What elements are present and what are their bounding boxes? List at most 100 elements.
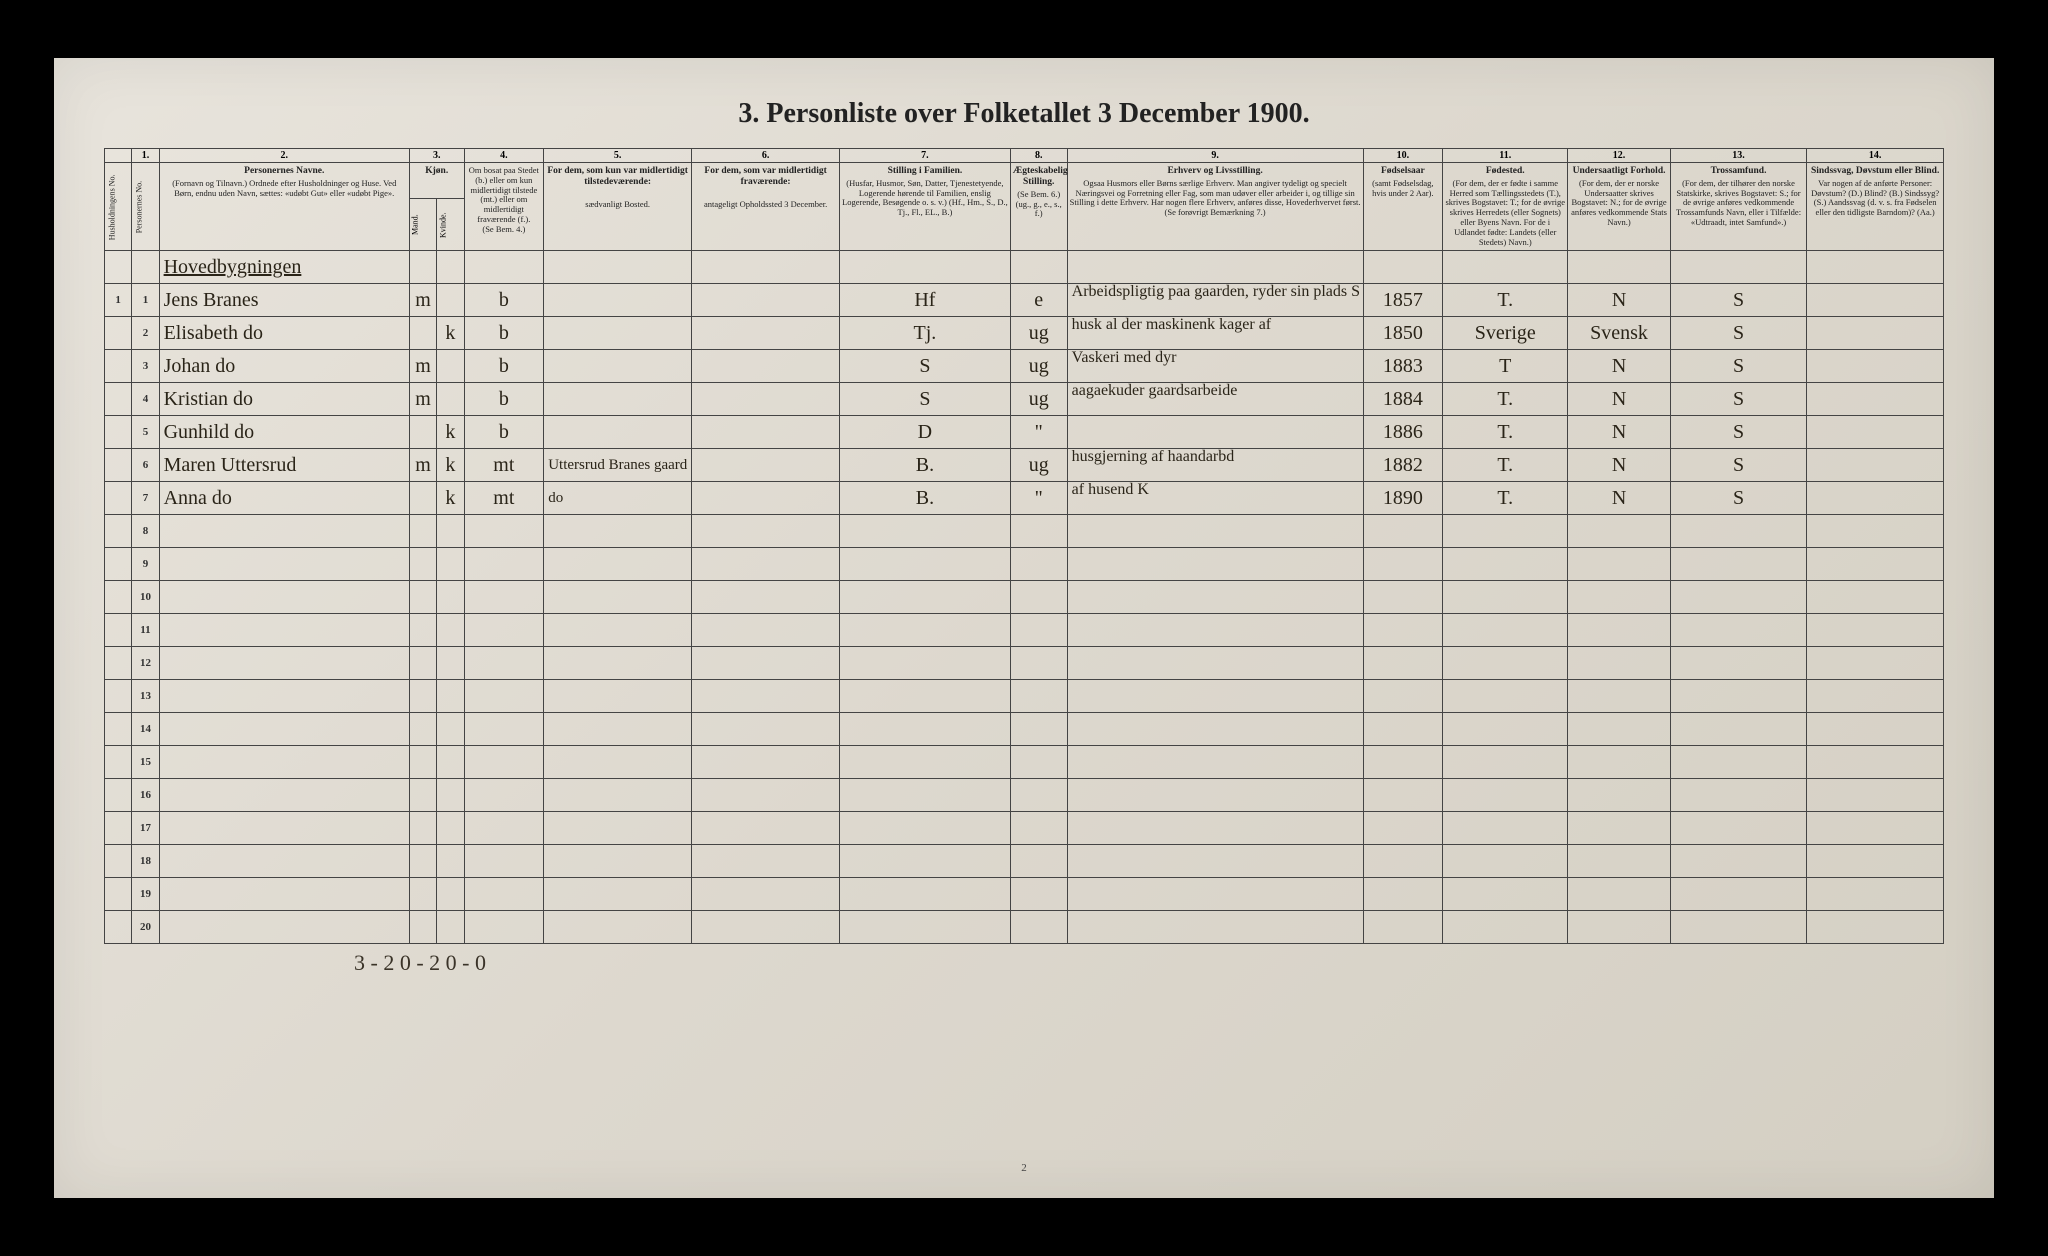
table-row-empty: 14 (105, 713, 1944, 746)
data-body: Hovedbygningen 1 1 Jens Branes m b Hf e … (105, 251, 1944, 944)
cell-residence: b (464, 317, 544, 350)
cell-person-no: 14 (132, 713, 159, 746)
page-wrap: 3. Personliste over Folketallet 3 Decemb… (0, 0, 2048, 1256)
cell-person-no: 11 (132, 614, 159, 647)
colnum-cell: 5. (544, 149, 692, 163)
table-row: 3 Johan do m b S ug Vaskeri med dyr 1883… (105, 350, 1944, 383)
cell-person-no: 6 (132, 449, 159, 482)
hdr-sex-m: Mand. (409, 199, 436, 251)
cell-temp-absent (692, 383, 840, 416)
cell-disability (1807, 416, 1944, 449)
table-row: 7 Anna do k mt do B. " af husend K 1890 … (105, 482, 1944, 515)
cell-hh (105, 317, 132, 350)
hdr-names: Personernes Navne.(Fornavn og Tilnavn.) … (159, 163, 409, 251)
colnum-cell: 11. (1443, 149, 1568, 163)
cell-birthyear: 1883 (1363, 350, 1443, 383)
cell-occupation: husgjerning af haandarbd (1067, 449, 1363, 482)
table-row-empty: 17 (105, 812, 1944, 845)
cell-temp-absent (692, 317, 840, 350)
hdr-temp-present: For dem, som kun var midlertidigt tilste… (544, 163, 692, 251)
colnum-cell: 9. (1067, 149, 1363, 163)
hdr-birthyear: Fødselsaar(samt Fødselsdag, hvis under 2… (1363, 163, 1443, 251)
cell-occupation: Arbeidspligtig paa gaarden, ryder sin pl… (1067, 284, 1363, 317)
cell-family-pos: B. (840, 482, 1011, 515)
cell-name: Johan do (159, 350, 409, 383)
cell-sex-m: m (409, 284, 436, 317)
cell-person-no: 20 (132, 911, 159, 944)
cell-temp-absent (692, 350, 840, 383)
hdr-marital: Ægteskabelig Stilling.(Se Bem. 6.) (ug.,… (1010, 163, 1067, 251)
cell-name: Maren Uttersrud (159, 449, 409, 482)
table-row-empty: 16 (105, 779, 1944, 812)
cell-nationality: N (1568, 350, 1670, 383)
hdr-birthplace: Fødested.(For dem, der er fødte i samme … (1443, 163, 1568, 251)
cell-person-no: 2 (132, 317, 159, 350)
cell-family-pos: Hf (840, 284, 1011, 317)
table-row: 5 Gunhild do k b D " 1886 T. N S (105, 416, 1944, 449)
cell-sex-k: k (437, 416, 464, 449)
cell-family-pos: B. (840, 449, 1011, 482)
cell-residence: mt (464, 482, 544, 515)
cell-marital: " (1010, 416, 1067, 449)
table-row-empty: 8 (105, 515, 1944, 548)
cell-person-no: 1 (132, 284, 159, 317)
cell-temp-present (544, 416, 692, 449)
cell-birthplace: T. (1443, 416, 1568, 449)
cell-birthplace: T. (1443, 449, 1568, 482)
cell-sex-m (409, 317, 436, 350)
colnum-cell: 10. (1363, 149, 1443, 163)
table-row-empty: 13 (105, 680, 1944, 713)
cell-hh (105, 383, 132, 416)
cell-person-no: 17 (132, 812, 159, 845)
cell-temp-absent (692, 416, 840, 449)
table-row-empty: 10 (105, 581, 1944, 614)
table-row: 4 Kristian do m b S ug aagaekuder gaards… (105, 383, 1944, 416)
cell-faith: S (1670, 449, 1807, 482)
cell-person-no: 7 (132, 482, 159, 515)
column-number-row: 1.2.3.4.5.6.7.8.9.10.11.12.13.14. (105, 149, 1944, 163)
cell-sex-m (409, 482, 436, 515)
table-row: 6 Maren Uttersrud m k mt Uttersrud Brane… (105, 449, 1944, 482)
cell-disability (1807, 284, 1944, 317)
cell-birthyear: 1890 (1363, 482, 1443, 515)
cell-birthyear: 1884 (1363, 383, 1443, 416)
table-row-empty: 12 (105, 647, 1944, 680)
colnum-cell: 6. (692, 149, 840, 163)
hdr-residence: Om bosat paa Stedet (b.) eller om kun mi… (464, 163, 544, 251)
cell-faith: S (1670, 482, 1807, 515)
cell-occupation: Vaskeri med dyr (1067, 350, 1363, 383)
cell-name: Kristian do (159, 383, 409, 416)
cell-sex-m: m (409, 350, 436, 383)
cell-occupation: aagaekuder gaardsarbeide (1067, 383, 1363, 416)
cell-name: Gunhild do (159, 416, 409, 449)
cell-residence: b (464, 383, 544, 416)
cell-temp-absent (692, 284, 840, 317)
hdr-family-pos: Stilling i Familien.(Husfar, Husmor, Søn… (840, 163, 1011, 251)
cell-temp-present (544, 350, 692, 383)
table-row-empty: 18 (105, 845, 1944, 878)
cell-family-pos: D (840, 416, 1011, 449)
cell-disability (1807, 482, 1944, 515)
cell-temp-absent (692, 482, 840, 515)
cell-name: Anna do (159, 482, 409, 515)
table-row-empty: 9 (105, 548, 1944, 581)
cell-temp-present: do (544, 482, 692, 515)
hdr-disability: Sindssvag, Døvstum eller Blind.Var nogen… (1807, 163, 1944, 251)
cell-person-no: 5 (132, 416, 159, 449)
cell-person-no: 16 (132, 779, 159, 812)
cell-name: Elisabeth do (159, 317, 409, 350)
cell-birthplace: T. (1443, 284, 1568, 317)
cell-sex-m: m (409, 383, 436, 416)
cell-residence: b (464, 416, 544, 449)
cell-nationality: N (1568, 416, 1670, 449)
hdr-nationality: Undersaatligt Forhold.(For dem, der er n… (1568, 163, 1670, 251)
section-row: Hovedbygningen (105, 251, 1944, 284)
cell-birthplace: T. (1443, 482, 1568, 515)
cell-marital: ug (1010, 383, 1067, 416)
page-number: 2 (1021, 1162, 1027, 1174)
cell-marital: ug (1010, 350, 1067, 383)
cell-person-no: 15 (132, 746, 159, 779)
cell-temp-absent (692, 449, 840, 482)
cell-birthplace: T. (1443, 383, 1568, 416)
colnum-cell: 12. (1568, 149, 1670, 163)
